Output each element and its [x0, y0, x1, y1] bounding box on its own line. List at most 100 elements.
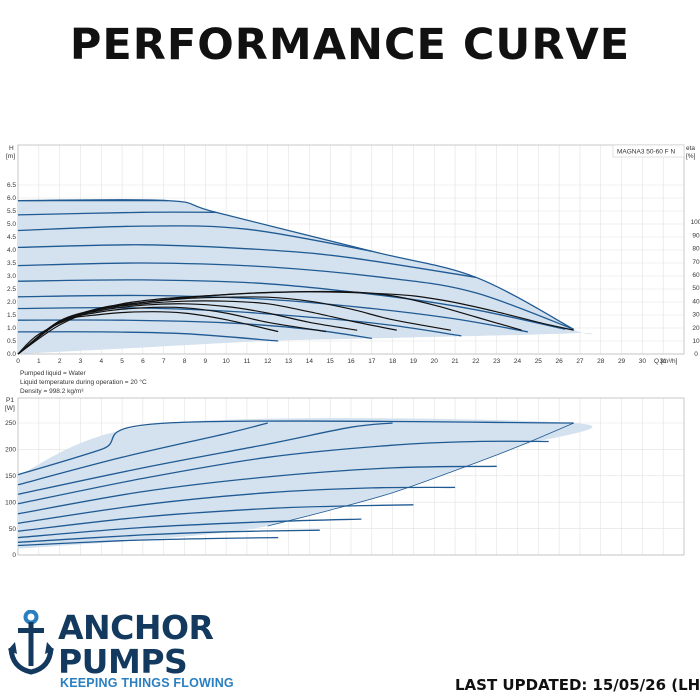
y2-tick-label: 0: [694, 351, 698, 358]
envelope-outline: [17, 199, 575, 330]
x-tick-label: 3: [79, 358, 83, 365]
chart-note: Liquid temperature during operation = 20…: [20, 378, 147, 386]
x-tick-label: 10: [223, 358, 231, 365]
y-tick-label: 3.0: [7, 273, 16, 280]
power-curve: [17, 536, 279, 547]
y-axis-unit: [W]: [5, 405, 15, 412]
efficiency-curve: [17, 296, 452, 355]
y-tick-label: 0.5: [7, 338, 16, 345]
anchor-icon: [8, 610, 54, 675]
y-tick-label: 1.5: [7, 312, 16, 319]
x-tick-label: 16: [347, 358, 355, 365]
x-tick-label: 13: [285, 358, 293, 365]
y-tick-label: 100: [5, 499, 16, 506]
efficiency-curve: [17, 303, 358, 355]
y-tick-label: 150: [5, 473, 16, 480]
y-axis-unit: [m]: [6, 153, 15, 160]
x-tick-label: 14: [306, 358, 314, 365]
efficiency-curve: [17, 311, 279, 355]
model-label: MAGNA3 50-60 F N: [617, 149, 675, 156]
page-title: PERFORMANCE CURVE: [69, 20, 631, 70]
y2-tick-label: 50: [692, 285, 700, 292]
y-tick-label: 200: [5, 447, 16, 454]
y2-tick-label: 80: [692, 246, 700, 253]
power-curve: [17, 420, 574, 476]
x-tick-label: 18: [389, 358, 397, 365]
y2-tick-label: 90: [692, 232, 700, 239]
y-tick-label: 1.0: [7, 325, 16, 332]
y-tick-label: 6.0: [7, 195, 16, 202]
y-tick-label: 4.0: [7, 247, 16, 254]
y-tick-label: 2.5: [7, 286, 16, 293]
y-tick-label: 3.5: [7, 260, 16, 267]
efficiency-curve: [17, 300, 397, 355]
head-curve: [17, 262, 574, 330]
brand-name-line1: ANCHOR: [58, 608, 214, 647]
power-curve: [17, 504, 414, 532]
head-curve: [17, 331, 279, 342]
y-tick-label: 5.5: [7, 208, 16, 215]
x-tick-label: 1: [37, 358, 41, 365]
x-tick-label: 23: [493, 358, 501, 365]
y2-tick-label: 40: [692, 298, 700, 305]
y-axis-label: P1: [6, 397, 14, 404]
x-tick-label: 2: [58, 358, 62, 365]
head-curve: [17, 225, 372, 252]
x-tick-label: 9: [204, 358, 208, 365]
x-tick-label: 15: [327, 358, 335, 365]
power-curve: [17, 422, 393, 495]
y2-tick-label: 100: [691, 219, 700, 226]
performance-charts: 0 1 2 3 4 5 6 7 8 9 10 11 12 13 14 15 16 17 18 19 20 21 22 23 24…: [5, 144, 700, 559]
x-tick-label: 24: [514, 358, 522, 365]
y-tick-label: 0.0: [7, 351, 16, 358]
x-tick-label: 26: [556, 358, 564, 365]
power-chart: 0 50 100 150 200 250 P1[W]: [5, 397, 685, 559]
x-tick-label: 17: [368, 358, 376, 365]
power-curve: [17, 440, 549, 505]
chart-note: Pumped liquid = Water: [20, 370, 87, 377]
y-tick-label: 2.0: [7, 299, 16, 306]
y-tick-label: 50: [9, 526, 17, 533]
envelope-outline: [267, 422, 574, 527]
x-tick-label: 6: [141, 358, 145, 365]
x-tick-label: 28: [597, 358, 605, 365]
brand-logo: ANCHOR PUMPS KEEPING THINGS FLOWING: [8, 605, 248, 695]
y2-axis-label: eta: [686, 145, 695, 152]
last-updated-label: LAST UPDATED:: [455, 676, 588, 694]
x-tick-label: 0: [16, 358, 20, 365]
x-tick-label: 31: [660, 358, 668, 365]
brand-tagline: KEEPING THINGS FLOWING: [60, 676, 234, 690]
y-tick-label: 4.5: [7, 234, 16, 241]
y2-tick-label: 70: [692, 259, 700, 266]
x-tick-label: 8: [183, 358, 187, 365]
power-curve: [17, 529, 320, 543]
operating-envelope: [18, 199, 593, 354]
x-tick-label: 30: [639, 358, 647, 365]
x-tick-label: 11: [244, 358, 251, 365]
x-tick-label: 29: [618, 358, 626, 365]
y2-tick-label: 60: [692, 272, 700, 279]
y2-tick-label: 20: [692, 325, 700, 332]
operating-envelope: [18, 418, 593, 549]
x-tick-label: 12: [264, 358, 272, 365]
head-chart: 0 1 2 3 4 5 6 7 8 9 10 11 12 13 14 15 16 17 18 19 20 21 22 23 24…: [6, 144, 700, 365]
head-curve: [17, 294, 529, 333]
chart-note: Density = 998.2 kg/m³: [20, 388, 84, 395]
y2-axis-unit: [%]: [686, 153, 696, 160]
x-tick-label: 27: [576, 358, 584, 365]
y-tick-label: 6.5: [7, 182, 16, 189]
x-tick-label: 4: [99, 358, 103, 365]
power-curve: [17, 518, 362, 539]
power-curve: [17, 465, 497, 515]
last-updated-value: 15/05/26 (LH): [592, 676, 700, 694]
x-tick-label: 21: [451, 358, 459, 365]
y2-tick-label: 30: [692, 312, 700, 319]
head-curve: [17, 244, 476, 278]
x-tick-label: 25: [535, 358, 543, 365]
x-tick-label: 5: [120, 358, 124, 365]
y-tick-label: 250: [5, 420, 16, 427]
model-label-box: [612, 144, 685, 158]
x-tick-label: 20: [431, 358, 439, 365]
x-tick-label: 19: [410, 358, 418, 365]
y-axis-label: H: [9, 145, 14, 152]
